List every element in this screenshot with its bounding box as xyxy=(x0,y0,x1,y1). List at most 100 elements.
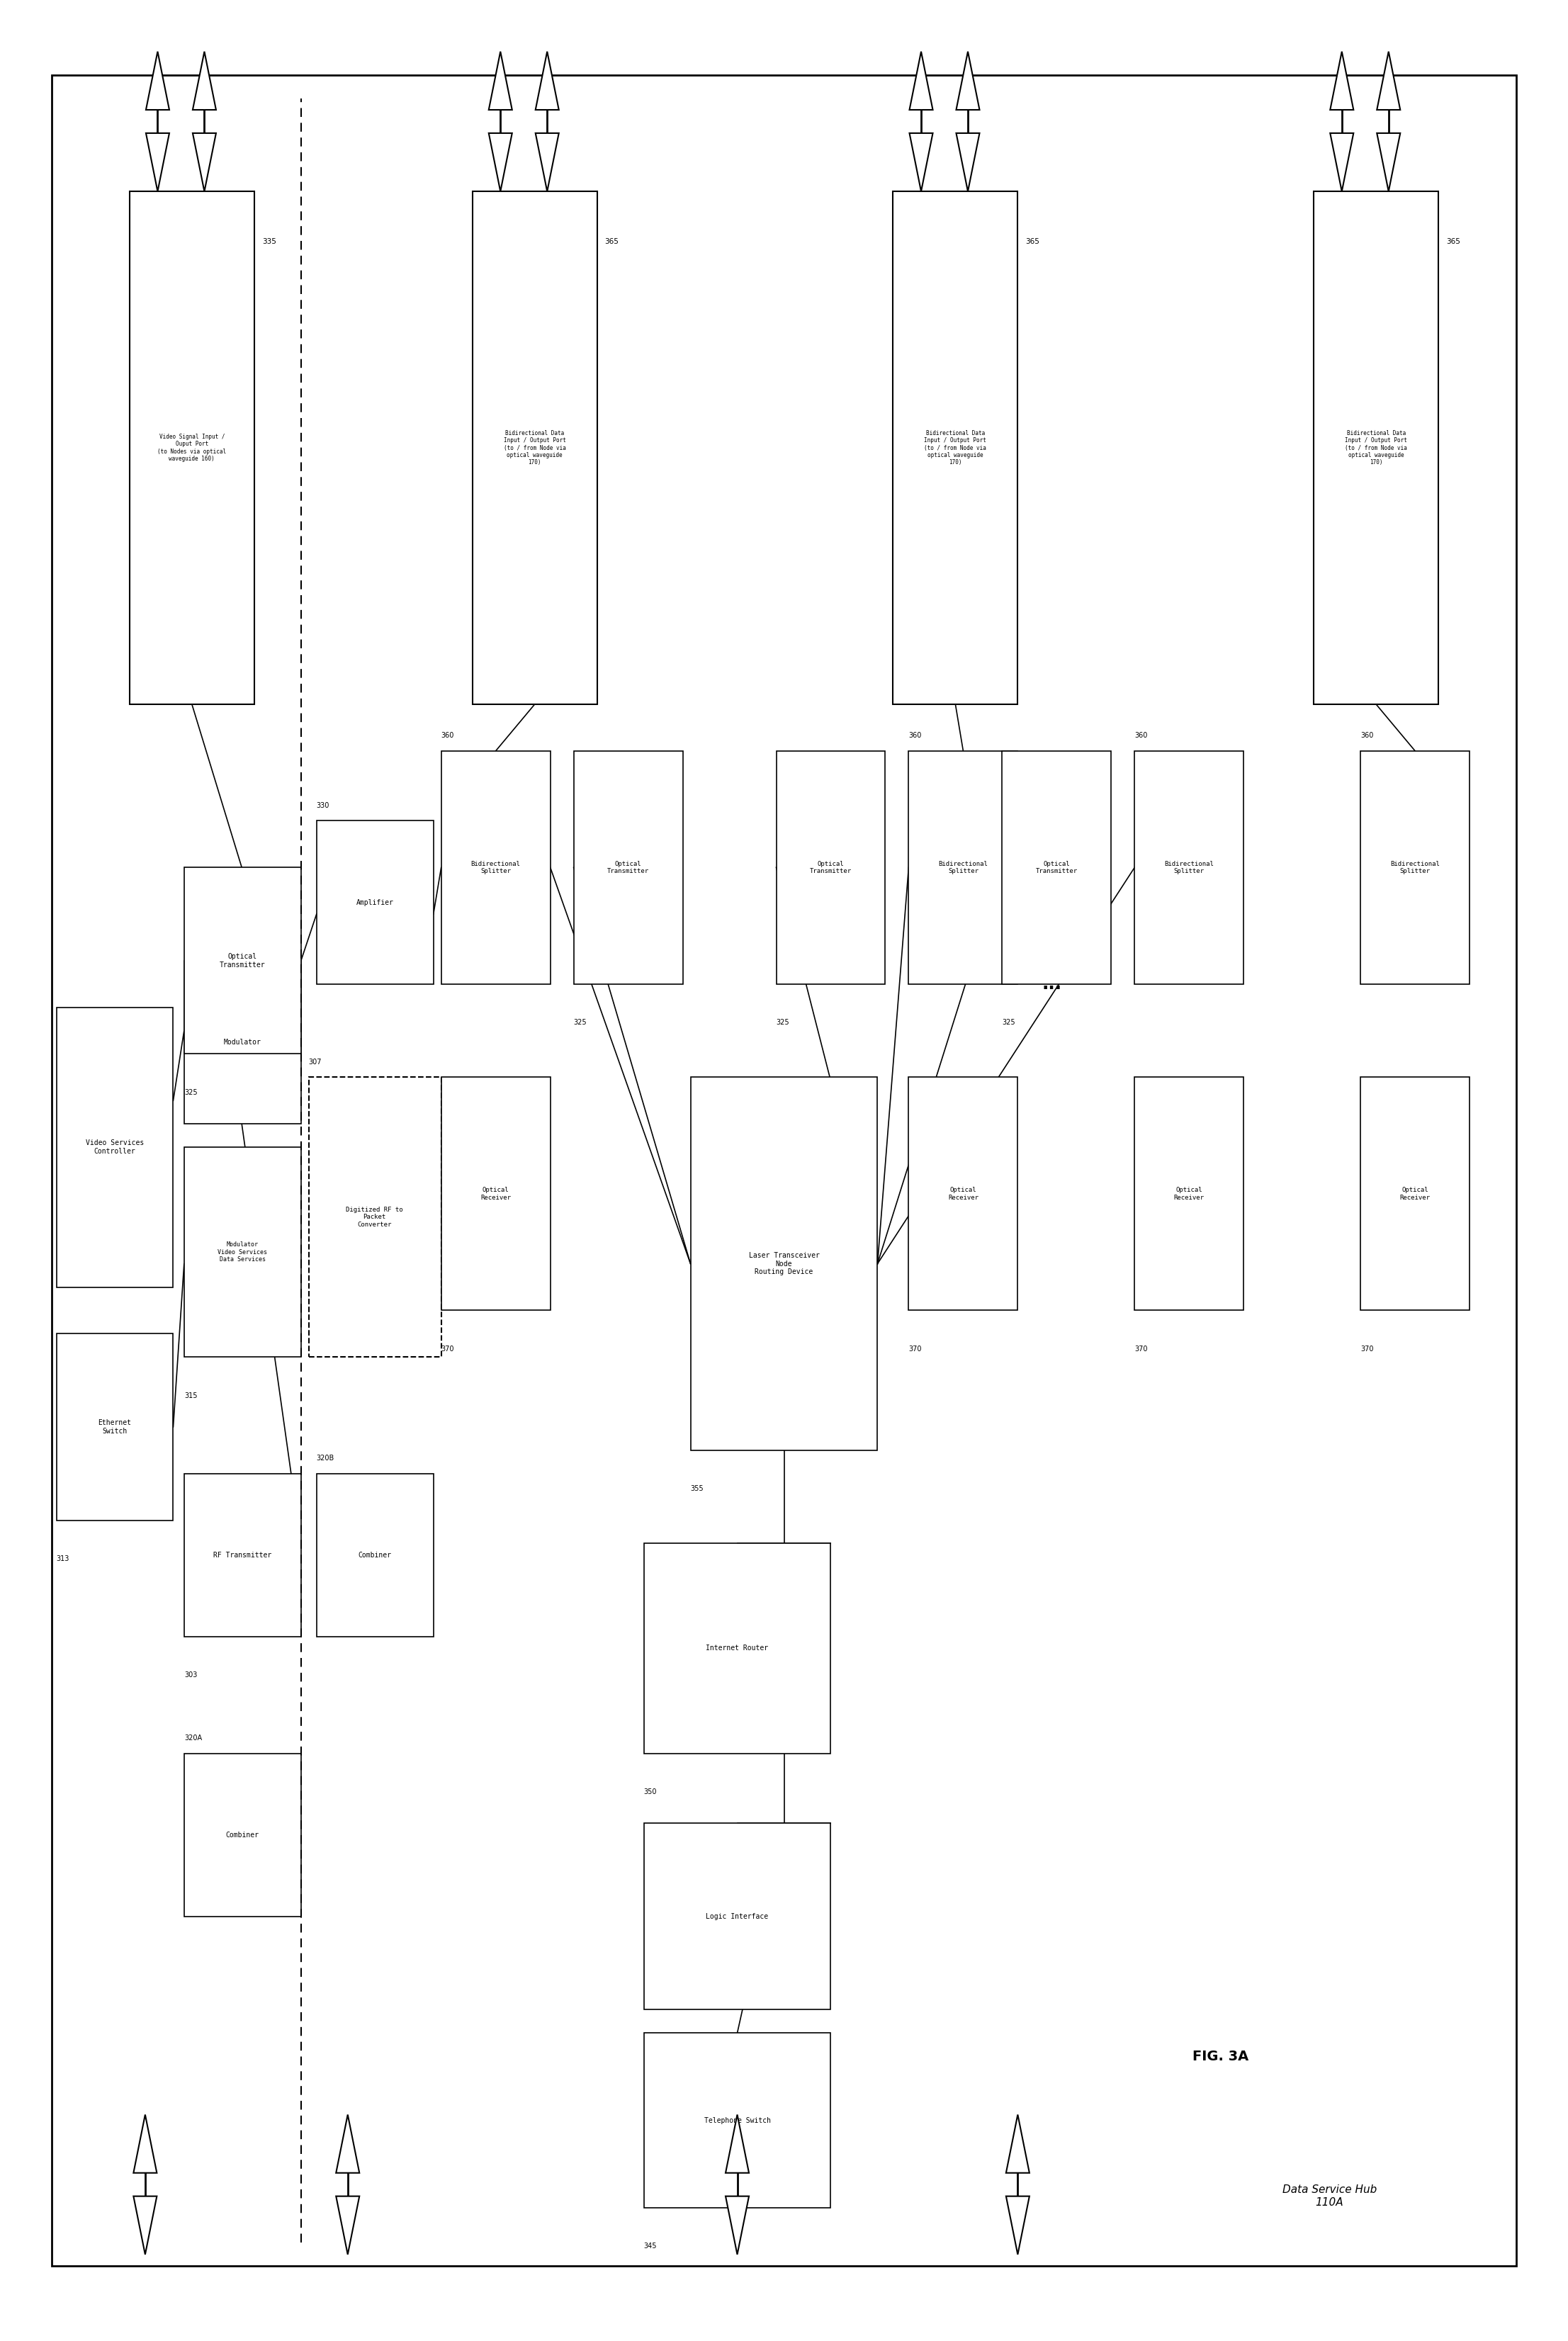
Text: Optical
Receiver: Optical Receiver xyxy=(480,1187,511,1201)
Text: FIG. 3A: FIG. 3A xyxy=(1192,2051,1248,2062)
Text: Bidirectional
Splitter: Bidirectional Splitter xyxy=(470,861,521,873)
Text: Optical
Receiver: Optical Receiver xyxy=(1400,1187,1430,1201)
Text: 360: 360 xyxy=(1135,733,1148,740)
FancyBboxPatch shape xyxy=(317,822,433,983)
Text: 355: 355 xyxy=(690,1484,704,1491)
Polygon shape xyxy=(956,133,980,192)
Text: Modulator: Modulator xyxy=(224,1039,262,1046)
Text: Optical
Transmitter: Optical Transmitter xyxy=(220,953,265,969)
FancyBboxPatch shape xyxy=(644,2032,831,2208)
Polygon shape xyxy=(1330,133,1353,192)
Text: Video Services
Controller: Video Services Controller xyxy=(86,1140,144,1154)
Text: Laser Transceiver
Node
Routing Device: Laser Transceiver Node Routing Device xyxy=(748,1252,820,1276)
Text: 325: 325 xyxy=(574,1018,586,1025)
FancyBboxPatch shape xyxy=(894,192,1018,705)
FancyBboxPatch shape xyxy=(574,751,682,983)
Text: 365: 365 xyxy=(1025,239,1040,246)
Text: 335: 335 xyxy=(262,239,276,246)
Text: 325: 325 xyxy=(1002,1018,1016,1025)
Polygon shape xyxy=(489,52,513,110)
Polygon shape xyxy=(193,52,216,110)
Polygon shape xyxy=(1377,52,1400,110)
FancyBboxPatch shape xyxy=(776,751,886,983)
Text: Bidirectional Data
Input / Output Port
(to / from Node via
optical waveguide
170: Bidirectional Data Input / Output Port (… xyxy=(924,431,986,466)
Polygon shape xyxy=(193,133,216,192)
FancyBboxPatch shape xyxy=(317,1472,433,1636)
FancyBboxPatch shape xyxy=(183,1472,301,1636)
Text: 345: 345 xyxy=(644,2243,657,2250)
Polygon shape xyxy=(536,52,558,110)
Text: Logic Interface: Logic Interface xyxy=(706,1913,768,1920)
Polygon shape xyxy=(536,133,558,192)
Polygon shape xyxy=(133,2196,157,2254)
FancyBboxPatch shape xyxy=(908,751,1018,983)
Polygon shape xyxy=(1330,52,1353,110)
Text: RF Transmitter: RF Transmitter xyxy=(213,1552,271,1559)
Text: 325: 325 xyxy=(776,1018,789,1025)
Text: Bidirectional
Splitter: Bidirectional Splitter xyxy=(938,861,988,873)
Text: 313: 313 xyxy=(56,1554,69,1561)
Text: Optical
Transmitter: Optical Transmitter xyxy=(1036,861,1077,873)
Text: Telephone Switch: Telephone Switch xyxy=(704,2116,770,2123)
Text: 320B: 320B xyxy=(317,1454,334,1461)
Text: 303: 303 xyxy=(183,1671,198,1678)
Text: 115: 115 xyxy=(56,1334,69,1341)
Polygon shape xyxy=(1007,2196,1030,2254)
Text: 370: 370 xyxy=(441,1346,455,1353)
FancyBboxPatch shape xyxy=(1135,1077,1243,1311)
FancyBboxPatch shape xyxy=(690,1077,878,1449)
Polygon shape xyxy=(146,52,169,110)
Polygon shape xyxy=(1377,133,1400,192)
Text: Bidirectional
Splitter: Bidirectional Splitter xyxy=(1391,861,1439,873)
FancyBboxPatch shape xyxy=(183,869,301,1053)
Text: Internet Router: Internet Router xyxy=(706,1646,768,1653)
FancyBboxPatch shape xyxy=(183,1753,301,1917)
FancyBboxPatch shape xyxy=(1314,192,1438,705)
FancyBboxPatch shape xyxy=(441,1077,550,1311)
Text: Digitized RF to
Packet
Converter: Digitized RF to Packet Converter xyxy=(345,1206,403,1227)
Text: 360: 360 xyxy=(441,733,455,740)
FancyBboxPatch shape xyxy=(56,1334,172,1519)
Text: 360: 360 xyxy=(908,733,922,740)
FancyBboxPatch shape xyxy=(472,192,597,705)
Text: Bidirectional Data
Input / Output Port
(to / from Node via
optical waveguide
170: Bidirectional Data Input / Output Port (… xyxy=(503,431,566,466)
Text: 370: 370 xyxy=(1361,1346,1374,1353)
Text: Optical
Receiver: Optical Receiver xyxy=(1174,1187,1204,1201)
Text: 350: 350 xyxy=(644,1789,657,1796)
FancyBboxPatch shape xyxy=(1361,751,1469,983)
FancyBboxPatch shape xyxy=(52,75,1516,2266)
Text: Combiner: Combiner xyxy=(226,1831,259,1838)
Text: Optical
Transmitter: Optical Transmitter xyxy=(607,861,649,873)
Text: Video Signal Input /
Ouput Port
(to Nodes via optical
waveguide 160): Video Signal Input / Ouput Port (to Node… xyxy=(157,433,226,461)
Polygon shape xyxy=(1007,2114,1030,2172)
Polygon shape xyxy=(336,2196,359,2254)
FancyBboxPatch shape xyxy=(1002,751,1112,983)
Text: 365: 365 xyxy=(605,239,619,246)
Polygon shape xyxy=(146,133,169,192)
FancyBboxPatch shape xyxy=(130,192,254,705)
Polygon shape xyxy=(726,2114,750,2172)
Polygon shape xyxy=(909,133,933,192)
Text: 320A: 320A xyxy=(183,1735,202,1742)
FancyBboxPatch shape xyxy=(56,1007,172,1288)
FancyBboxPatch shape xyxy=(644,1824,831,2009)
FancyBboxPatch shape xyxy=(441,751,550,983)
Text: Data Service Hub
110A: Data Service Hub 110A xyxy=(1283,2184,1377,2208)
FancyBboxPatch shape xyxy=(183,960,301,1124)
Text: Amplifier: Amplifier xyxy=(356,899,394,906)
Text: 310: 310 xyxy=(183,1159,198,1166)
FancyBboxPatch shape xyxy=(908,1077,1018,1311)
Text: 350: 350 xyxy=(644,2044,657,2051)
Text: 365: 365 xyxy=(1446,239,1460,246)
Text: 325: 325 xyxy=(183,1089,198,1096)
Text: 360: 360 xyxy=(1361,733,1374,740)
Text: Bidirectional Data
Input / Output Port
(to / from Node via
optical waveguide
170: Bidirectional Data Input / Output Port (… xyxy=(1345,431,1406,466)
Text: ...: ... xyxy=(1043,976,1062,993)
FancyBboxPatch shape xyxy=(183,1147,301,1358)
Text: Ethernet
Switch: Ethernet Switch xyxy=(99,1419,132,1435)
Text: 370: 370 xyxy=(908,1346,922,1353)
Text: 330: 330 xyxy=(317,803,329,810)
FancyBboxPatch shape xyxy=(1135,751,1243,983)
Text: 307: 307 xyxy=(309,1058,321,1065)
FancyBboxPatch shape xyxy=(644,1543,831,1753)
